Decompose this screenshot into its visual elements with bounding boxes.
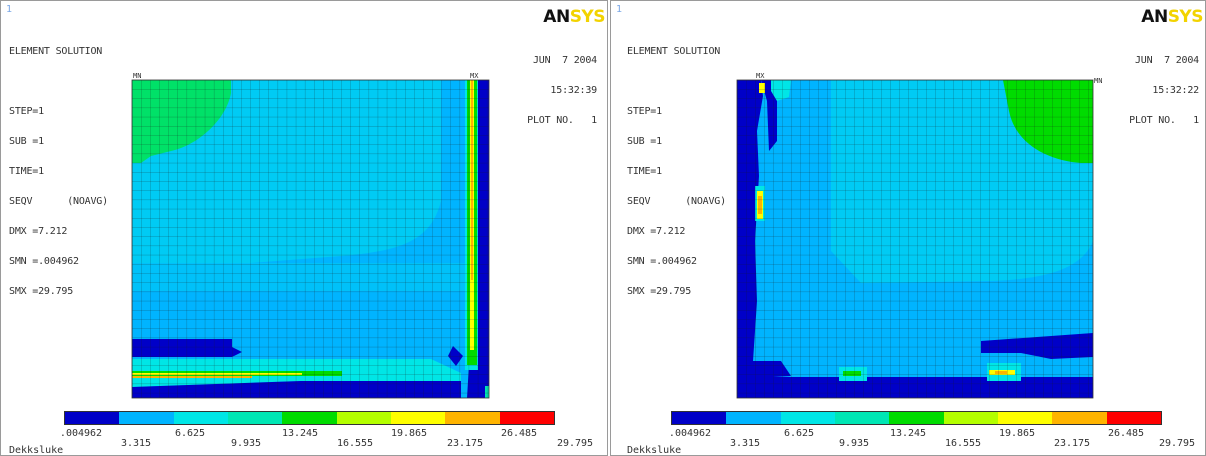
info-line-step: STEP=1 [627,106,662,117]
legend-tick-label: .004962 [59,428,103,439]
legend-swatch-3 [173,412,228,424]
info-line-step: STEP=1 [9,106,44,117]
info-line-sub: SUB =1 [9,136,44,147]
plot-window-right: 1 ELEMENT SOLUTION STEP=1 SUB =1 TIME=1 … [610,0,1206,456]
legend-swatch-7 [997,412,1053,424]
legend-swatch-5 [889,412,944,424]
legend-tick-label: 9.935 [838,438,870,449]
contour-plot-right [736,79,1094,399]
legend-tick-label: 29.795 [1158,438,1196,449]
min-marker-label: MN [133,72,142,80]
model-title: Dekksluke [9,445,64,456]
window-number: 1 [616,4,623,15]
legend-swatch-3 [780,412,835,424]
info-line-smn: SMN =.004962 [9,256,79,267]
contour-fill-left [131,79,490,399]
legend-swatch-6 [336,412,391,424]
legend-swatch-2 [119,412,174,424]
info-line-smx: SMX =29.795 [627,286,692,297]
legend-swatch-2 [726,412,781,424]
info-line-dmx: DMX =7.212 [627,226,686,237]
info-text-block: ELEMENT SOLUTION STEP=1 SUB =1 TIME=1 SE… [9,27,108,317]
legend-tick-label: 26.485 [1107,428,1145,439]
plot-number: PLOT NO. 1 [1129,115,1199,126]
plot-date: JUN 7 2004 [1134,55,1199,66]
max-marker-label: MX [470,72,479,80]
legend-tick-label: 16.555 [336,438,374,449]
plot-time: 15:32:39 [550,85,597,96]
contour-fill-right [736,79,1094,399]
info-line-seqv: SEQV (NOAVG) [627,196,726,207]
ansys-logo: ANSYS [1141,7,1203,27]
info-text-block: ELEMENT SOLUTION STEP=1 SUB =1 TIME=1 SE… [627,27,726,317]
info-line-smn: SMN =.004962 [627,256,697,267]
legend-tick-label: 13.245 [889,428,927,439]
info-line-seqv: SEQV (NOAVG) [9,196,108,207]
info-line-title: ELEMENT SOLUTION [627,46,721,57]
max-marker-label: MX [756,72,765,80]
legend-tick-label: 6.625 [174,428,206,439]
legend-swatch-1 [65,412,120,424]
info-line-sub: SUB =1 [627,136,662,147]
plot-time: 15:32:22 [1152,85,1199,96]
legend-tick-label: 3.315 [120,438,152,449]
legend-swatch-8 [445,412,500,424]
window-number: 1 [6,4,13,15]
model-title: Dekksluke [627,445,682,456]
legend-tick-label: .004962 [668,428,712,439]
min-marker-label: MN [1094,77,1103,85]
legend-tick-label: 9.935 [230,438,262,449]
plot-date: JUN 7 2004 [532,55,597,66]
plot-number: PLOT NO. 1 [527,115,597,126]
legend-swatch-5 [282,412,337,424]
legend-tick-label: 13.245 [281,428,319,439]
info-line-time: TIME=1 [9,166,44,177]
legend-tick-label: 19.865 [998,428,1036,439]
legend-tick-label: 19.865 [390,428,428,439]
info-line-dmx: DMX =7.212 [9,226,68,237]
info-line-title: ELEMENT SOLUTION [9,46,103,57]
ansys-logo: ANSYS [543,7,605,27]
contour-plot-left [131,79,490,399]
legend-swatch-7 [390,412,446,424]
color-legend-bar [671,411,1162,425]
color-legend-bar [64,411,555,425]
legend-swatch-4 [227,412,283,424]
legend-swatch-4 [834,412,890,424]
legend-swatch-9 [1106,412,1161,424]
legend-tick-label: 26.485 [500,428,538,439]
timestamp-block: JUN 7 2004 15:32:22 PLOT NO. 1 [1129,36,1199,146]
legend-swatch-6 [943,412,998,424]
legend-tick-label: 16.555 [944,438,982,449]
legend-swatch-1 [672,412,727,424]
legend-swatch-8 [1052,412,1107,424]
legend-tick-label: 23.175 [1053,438,1091,449]
timestamp-block: JUN 7 2004 15:32:39 PLOT NO. 1 [527,36,597,146]
legend-tick-label: 6.625 [783,428,815,439]
legend-tick-label: 23.175 [446,438,484,449]
plot-window-left: 1 ELEMENT SOLUTION STEP=1 SUB =1 TIME=1 … [0,0,608,456]
info-line-smx: SMX =29.795 [9,286,74,297]
info-line-time: TIME=1 [627,166,662,177]
legend-swatch-9 [499,412,554,424]
legend-tick-label: 3.315 [729,438,761,449]
legend-tick-label: 29.795 [556,438,594,449]
